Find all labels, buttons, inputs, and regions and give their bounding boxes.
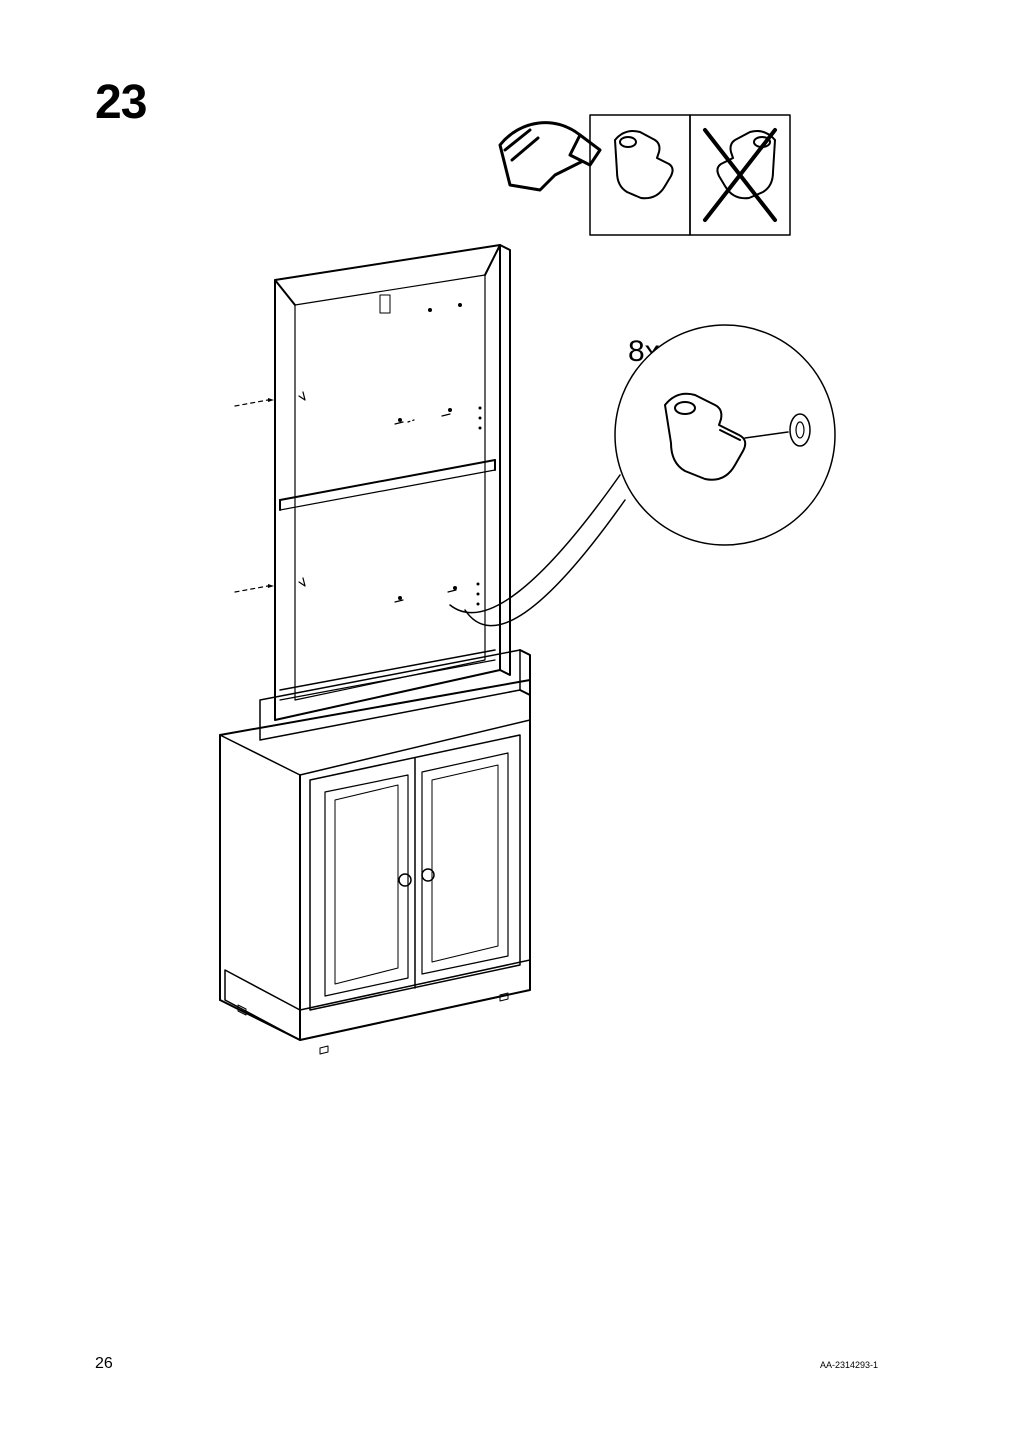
orientation-correct-panel (590, 115, 690, 235)
cabinet-assembly (220, 245, 530, 1054)
hand-pointing-icon (500, 123, 600, 190)
part-callout-bubble (450, 325, 835, 626)
orientation-wrong-panel (690, 115, 790, 235)
assembly-illustration (0, 0, 1012, 1432)
